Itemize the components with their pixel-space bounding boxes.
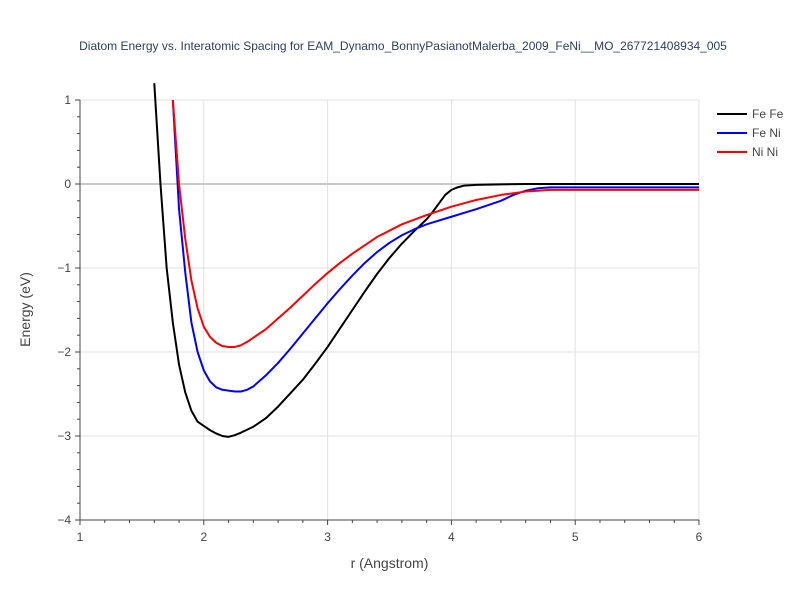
series-line-fe-ni: [171, 99, 699, 393]
legend-label: Fe Ni: [752, 126, 781, 140]
y-tick-label: −1: [57, 261, 71, 275]
y-tick-label: −3: [57, 429, 71, 443]
legend[interactable]: Fe Fe Fe Ni Ni Ni: [717, 107, 784, 159]
x-tick-label: 3: [324, 530, 331, 544]
series-lines: [153, 83, 699, 438]
series-line-fe-fe: [153, 83, 699, 438]
x-tick-label: 6: [696, 530, 703, 544]
x-tick-label: 1: [77, 530, 84, 544]
x-tick-label: 5: [572, 530, 579, 544]
legend-item-ni-ni[interactable]: Ni Ni: [717, 145, 778, 159]
tick-labels: 1 2 3 4 5 6 1 0 −1 −2 −3 −4: [57, 93, 702, 544]
y-tick-label: 0: [64, 177, 71, 191]
series-line-ni-ni: [171, 99, 699, 348]
y-tick-label: 1: [64, 93, 71, 107]
legend-item-fe-fe[interactable]: Fe Fe: [717, 107, 784, 121]
legend-label: Fe Fe: [752, 107, 784, 121]
grid-lines: [80, 99, 700, 520]
y-tick-label: −2: [57, 345, 71, 359]
chart-title: Diatom Energy vs. Interatomic Spacing fo…: [79, 39, 727, 53]
y-tick-label: −4: [57, 513, 71, 527]
legend-label: Ni Ni: [752, 145, 778, 159]
x-axis-title: r (Angstrom): [351, 555, 429, 571]
y-axis-title: Energy (eV): [17, 272, 33, 347]
x-tick-label: 4: [448, 530, 455, 544]
x-tick-label: 2: [200, 530, 207, 544]
legend-item-fe-ni[interactable]: Fe Ni: [717, 126, 781, 140]
axes: [75, 99, 700, 525]
